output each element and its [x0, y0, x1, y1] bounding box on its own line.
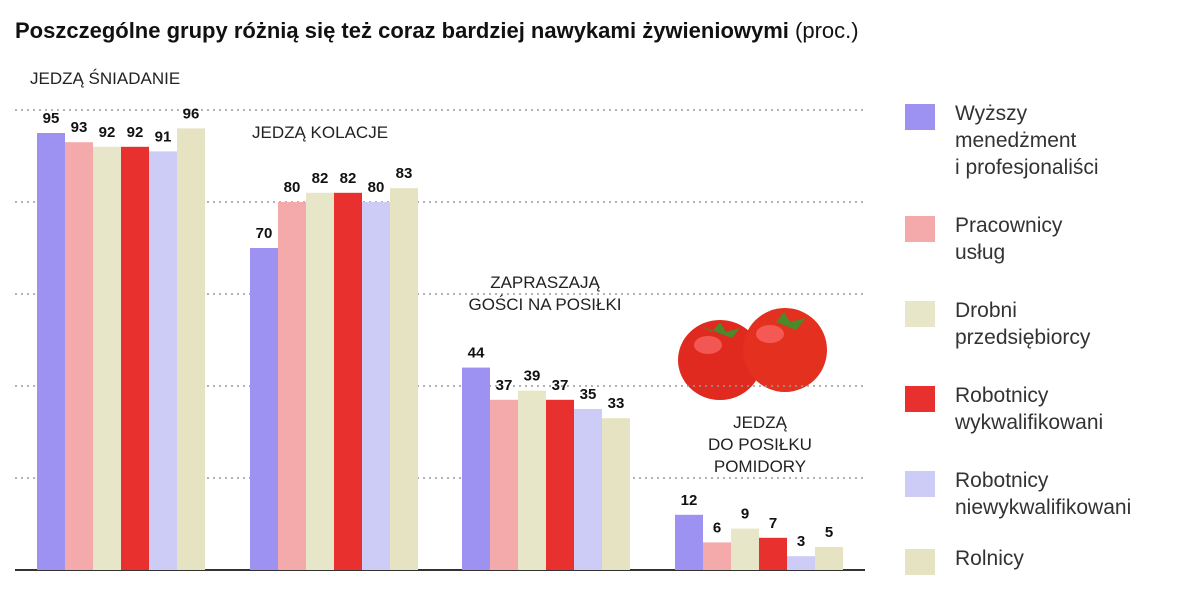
bar [121, 146, 149, 571]
bar [815, 547, 843, 570]
legend-label: Pracownicy usług [955, 214, 1063, 264]
legend-label: Robotnicy wykwalifikowani [955, 384, 1104, 434]
value-label: 39 [524, 368, 541, 385]
bar [787, 556, 815, 570]
value-label: 5 [825, 524, 833, 541]
legend-swatch [905, 386, 935, 412]
bar [250, 248, 278, 570]
value-label: 7 [769, 515, 777, 532]
bar [675, 514, 703, 570]
value-label: 9 [741, 506, 749, 523]
legend-label: Drobni przedsiębiorcy [955, 299, 1091, 349]
bar [490, 399, 518, 570]
bar [278, 202, 306, 570]
value-label: 37 [496, 377, 513, 394]
value-label: 80 [368, 179, 385, 196]
bar [65, 142, 93, 570]
legend-swatch [905, 549, 935, 575]
legend-swatch [905, 471, 935, 497]
value-label: 37 [552, 377, 569, 394]
value-label: 96 [183, 105, 200, 122]
value-label: 44 [468, 345, 485, 362]
value-label: 92 [127, 124, 144, 141]
legend-label: Robotnicy niewykwalifikowani [955, 469, 1132, 519]
value-label: 91 [155, 128, 172, 145]
tomato-illustration [678, 308, 827, 400]
chart-title: Poszczególne grupy różnią się też coraz … [15, 18, 859, 44]
bar [518, 390, 546, 570]
bar [602, 418, 630, 570]
legend-swatch [905, 301, 935, 327]
category-label: ZAPRASZAJĄ GOŚCI NA POSIŁKI [468, 273, 622, 314]
bar [462, 367, 490, 570]
value-label: 82 [312, 170, 329, 187]
value-label: 95 [43, 110, 60, 127]
value-label: 3 [797, 533, 805, 550]
bar [93, 146, 121, 571]
value-label: 12 [681, 492, 698, 509]
value-label: 93 [71, 119, 88, 136]
category-label: JEDZĄ KOLACJE [252, 123, 389, 142]
value-label: 35 [580, 386, 597, 403]
bar [149, 151, 177, 570]
value-label: 33 [608, 395, 625, 412]
bar [574, 409, 602, 570]
value-label: 92 [99, 124, 116, 141]
bar [731, 528, 759, 570]
category-label: JEDZĄ DO POSIŁKU POMIDORY [708, 413, 812, 476]
title-text: Poszczególne grupy różnią się też coraz … [15, 18, 789, 43]
bar [546, 399, 574, 570]
value-label: 82 [340, 170, 357, 187]
value-label: 80 [284, 179, 301, 196]
bar [177, 128, 205, 570]
legend-label: Wyższy menedżment i profesjonaliści [955, 102, 1099, 179]
category-label: JEDZĄ ŚNIADANIE [30, 69, 181, 88]
value-label: 83 [396, 165, 413, 182]
legend-label: Rolnicy [955, 547, 1024, 570]
bar [390, 188, 418, 570]
bar [759, 537, 787, 570]
bar [334, 192, 362, 571]
bar [362, 202, 390, 570]
value-label: 6 [713, 519, 721, 536]
value-label: 70 [256, 225, 273, 242]
bar [37, 133, 65, 570]
bar [306, 192, 334, 571]
bar [703, 542, 731, 570]
unit: (proc.) [795, 18, 859, 43]
legend-swatch [905, 216, 935, 242]
legend-swatch [905, 104, 935, 130]
